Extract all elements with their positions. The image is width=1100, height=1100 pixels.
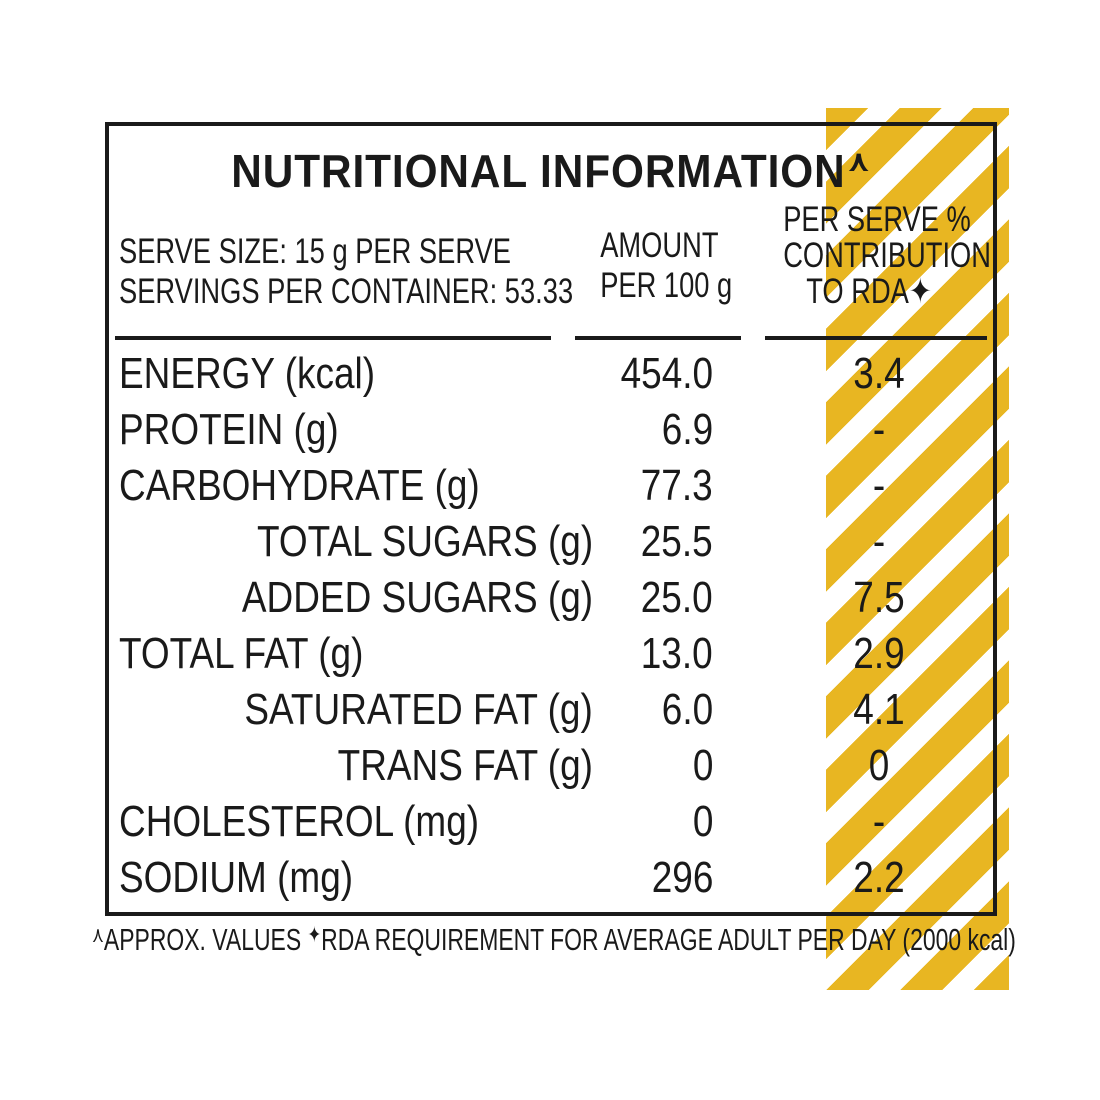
- table-row: SATURATED FAT (g) 6.0 4.1: [109, 682, 993, 738]
- amount-value: 0: [692, 797, 713, 846]
- table-row: TOTAL SUGARS (g) 25.5 -: [109, 514, 993, 570]
- rda-value: -: [872, 461, 886, 510]
- approx-values-note: APPROX. VALUES: [103, 922, 302, 957]
- amount-value: 77.3: [641, 461, 713, 510]
- rda-requirement-note: RDA REQUIREMENT FOR AVERAGE ADULT PER DA…: [321, 922, 1016, 957]
- nutrient-label: CHOLESTEROL (mg): [119, 797, 480, 846]
- amount-column-header: AMOUNT PER 100 g: [600, 226, 733, 306]
- header-divider: [575, 336, 741, 340]
- rda-value: 7.5: [853, 573, 905, 622]
- serve-size: SERVE SIZE: 15 g PER SERVE: [119, 232, 511, 271]
- amount-value: 25.0: [641, 573, 713, 622]
- table-row: ADDED SUGARS (g) 25.0 7.5: [109, 570, 993, 626]
- amount-value: 25.5: [641, 517, 713, 566]
- table-row: ENERGY (kcal) 454.0 3.4: [109, 346, 993, 402]
- rda-header-line1: PER SERVE %: [783, 200, 971, 239]
- nutrient-label: SODIUM (mg): [119, 853, 354, 902]
- title-text: NUTRITIONAL INFORMATION: [231, 145, 846, 197]
- nutrient-label: CARBOHYDRATE (g): [119, 461, 480, 510]
- table-row: PROTEIN (g) 6.9 -: [109, 402, 993, 458]
- nutrient-label: TOTAL FAT (g): [119, 629, 364, 678]
- rda-mark-icon: ✦: [307, 922, 322, 947]
- serving-info: SERVE SIZE: 15 g PER SERVE SERVINGS PER …: [119, 232, 573, 312]
- rda-value: -: [872, 797, 886, 846]
- rda-value: 2.2: [853, 853, 905, 902]
- approx-mark-icon: ⋏: [847, 145, 871, 178]
- rda-value: 4.1: [853, 685, 905, 734]
- rda-value: -: [872, 517, 886, 566]
- rda-value: -: [872, 405, 886, 454]
- amount-value: 454.0: [620, 349, 713, 398]
- header-divider: [765, 336, 987, 340]
- table-row: CHOLESTEROL (mg) 0 -: [109, 794, 993, 850]
- table-row: CARBOHYDRATE (g) 77.3 -: [109, 458, 993, 514]
- table-row: SODIUM (mg) 296 2.2: [109, 850, 993, 906]
- amount-value: 0: [692, 741, 713, 790]
- table-row: TOTAL FAT (g) 13.0 2.9: [109, 626, 993, 682]
- rda-value: 0: [868, 741, 890, 790]
- nutrient-label: SATURATED FAT (g): [244, 685, 593, 734]
- nutrition-panel: NUTRITIONAL INFORMATION⋏ SERVE SIZE: 15 …: [105, 122, 997, 916]
- amount-header-line1: AMOUNT: [600, 226, 719, 265]
- yellow-stripe-band: [826, 108, 1009, 990]
- nutrient-label: PROTEIN (g): [119, 405, 339, 454]
- servings-per-container: SERVINGS PER CONTAINER: 53.33: [119, 272, 574, 311]
- nutrient-table: ENERGY (kcal) 454.0 3.4 PROTEIN (g) 6.9 …: [109, 346, 993, 906]
- approx-mark-icon: ⋏: [92, 922, 104, 947]
- rda-header-line2: CONTRIBUTION: [783, 236, 991, 275]
- amount-value: 296: [651, 853, 713, 902]
- rda-column-header: PER SERVE % CONTRIBUTION TO RDA✦: [783, 200, 991, 311]
- amount-value: 6.9: [661, 405, 713, 454]
- rda-value: 2.9: [853, 629, 905, 678]
- rda-header-line3: TO RDA✦: [806, 272, 932, 311]
- table-row: TRANS FAT (g) 0 0: [109, 738, 993, 794]
- nutrient-label: TOTAL SUGARS (g): [256, 517, 593, 566]
- amount-value: 6.0: [661, 685, 713, 734]
- nutrient-label: TRANS FAT (g): [337, 741, 593, 790]
- amount-value: 13.0: [641, 629, 713, 678]
- header-divider: [115, 336, 551, 340]
- nutrient-label: ADDED SUGARS (g): [241, 573, 593, 622]
- amount-header-line2: PER 100 g: [600, 266, 733, 305]
- footnote: ⋏APPROX. VALUES ✦RDA REQUIREMENT FOR AVE…: [92, 922, 1016, 958]
- nutrient-label: ENERGY (kcal): [119, 349, 376, 398]
- panel-title: NUTRITIONAL INFORMATION⋏: [144, 144, 957, 198]
- rda-value: 3.4: [853, 349, 905, 398]
